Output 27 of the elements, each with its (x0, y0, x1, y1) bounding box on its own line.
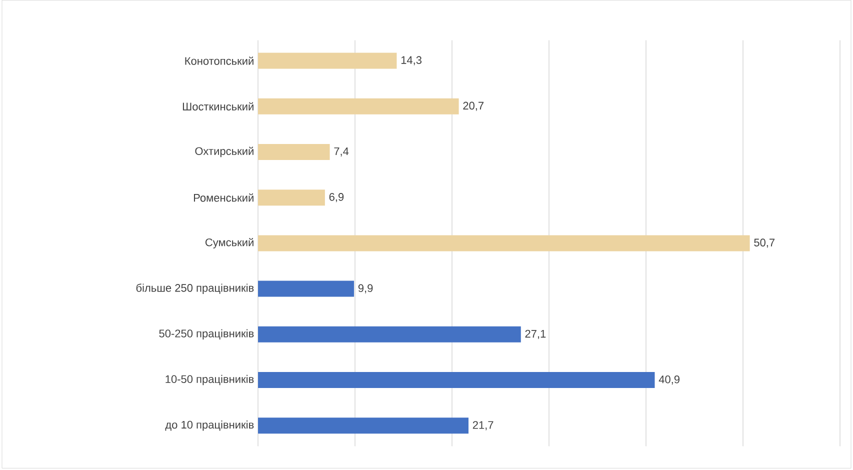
bar (258, 98, 459, 114)
bar (258, 235, 750, 252)
y-tick-label: Конотопський (185, 56, 254, 65)
data-label: 21,7 (472, 421, 494, 430)
data-label: 27,1 (525, 330, 546, 339)
bar (258, 372, 655, 388)
data-label: 50,7 (754, 238, 775, 248)
data-label: 6,9 (329, 192, 344, 202)
data-label: 14,3 (401, 56, 422, 66)
y-tick-label: Роменський (194, 193, 254, 202)
data-label: 40,9 (658, 375, 680, 384)
data-label: 20,7 (463, 102, 484, 111)
bar (258, 189, 325, 206)
y-tick-label: 50-250 працівників (159, 329, 254, 340)
y-tick-label: Шосткинський (182, 102, 254, 110)
y-tick-label: більше 250 працівників (136, 284, 254, 294)
data-label: 9,9 (358, 284, 373, 294)
bar (258, 280, 354, 297)
y-tick-label: Сумський (205, 238, 254, 248)
y-tick-label: 10-50 працівників (166, 374, 254, 386)
bar (258, 326, 521, 342)
y-tick-label: Охтирський (195, 146, 254, 158)
data-label: 7,4 (334, 147, 349, 156)
bar (258, 52, 397, 69)
bar (258, 144, 330, 160)
bar (258, 418, 468, 434)
y-tick-label: до 10 працівників (165, 420, 254, 431)
